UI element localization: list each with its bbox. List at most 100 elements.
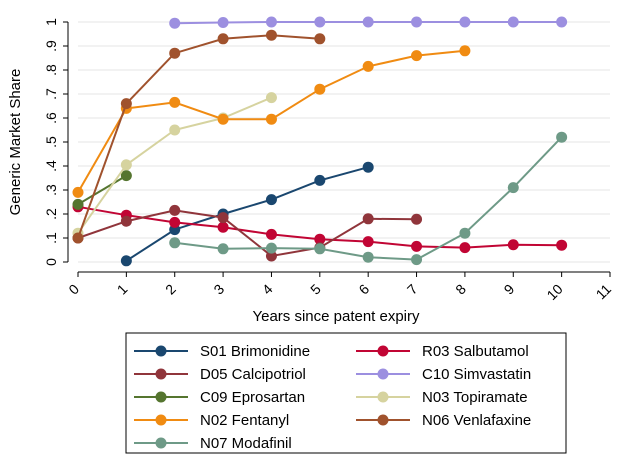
data-point [507,16,519,28]
data-point [120,170,132,182]
y-tick-label: 1 [43,18,59,26]
data-point [314,83,326,95]
legend: S01 Brimonidine R03 Salbutamol D05 Calcipo… [125,332,567,454]
data-point [120,255,132,267]
data-point [265,92,277,104]
data-point [120,159,132,171]
series-line [77,34,320,239]
data-point [72,232,84,244]
legend-label: R03 Salbutamol [422,343,529,360]
data-point [459,242,471,254]
legend-label: D05 Calcipotriol [200,366,306,383]
series-line [125,166,369,262]
y-tick-label: .6 [43,112,59,124]
y-tick-label: .5 [43,136,59,148]
legend-marker [377,368,389,380]
data-point [362,161,374,173]
legend-item: D05 Calcipotriol [134,366,306,383]
data-point [556,16,568,28]
x-tick-label: 3 [210,281,227,298]
data-point [217,113,229,125]
legend-marker [155,368,167,380]
data-point [411,254,423,266]
y-tick-label: .4 [43,160,59,172]
legend-marker [155,345,167,357]
legend-label: C10 Simvastatin [422,366,531,383]
x-tick-label: 8 [452,281,469,298]
data-point [265,29,277,41]
legend-label: N07 Modafinil [200,435,292,452]
data-point [120,98,132,110]
series-lines [72,16,568,267]
data-point [459,227,471,239]
plot-frame [67,22,610,273]
x-tick-label: 11 [593,281,615,303]
grid-lines [78,21,610,263]
y-tick-label: 0 [43,258,59,266]
data-point [120,215,132,227]
y-tick-label: .8 [43,64,59,76]
series-3 [169,16,568,29]
data-point [459,45,471,57]
data-point [265,242,277,254]
legend-item: N07 Modafinil [134,435,292,452]
x-axis-title: Years since patent expiry [252,308,420,325]
legend-marker [155,391,167,403]
data-point [362,236,374,248]
x-tick-label: 4 [259,281,276,298]
x-tick-label: 2 [162,281,179,298]
legend-item: C09 Eprosartan [134,389,305,406]
y-tick-label: .1 [43,232,59,244]
data-point [507,182,519,194]
legend-label: N02 Fentanyl [200,412,289,429]
series-4 [72,170,132,210]
data-point [169,237,181,249]
series-7 [72,29,326,244]
data-point [314,174,326,186]
y-axis-title: Generic Market Share [7,69,24,216]
x-tick-label: 6 [355,281,372,298]
data-point [169,17,181,29]
x-tick-label: 9 [501,281,518,298]
data-point [362,16,374,28]
legend-label: N06 Venlafaxine [422,412,531,429]
data-point [72,198,84,210]
data-point [459,16,471,28]
data-point [217,33,229,45]
x-tick-label: 5 [307,281,324,298]
data-point [411,50,423,62]
data-point [217,221,229,233]
data-point [265,228,277,240]
data-point [72,186,84,198]
legend-label: N03 Topiramate [422,389,528,406]
data-point [507,239,519,251]
legend-marker [155,437,167,449]
data-point [314,233,326,245]
data-point [362,60,374,72]
legend-box [125,332,567,454]
x-tick-label: 0 [65,281,82,298]
data-point [314,16,326,28]
x-axis: 0 1 2 3 4 5 6 7 8 9 10 11 [65,272,614,303]
data-point [362,213,374,225]
legend-marker [377,345,389,357]
legend-label: C09 Eprosartan [200,389,305,406]
legend-marker [377,391,389,403]
data-point [169,204,181,216]
data-point [411,213,423,225]
y-tick-label: .2 [43,208,59,220]
data-point [217,212,229,224]
series-1 [72,201,568,254]
series-6 [72,45,471,198]
series-line [77,209,417,258]
y-tick-label: .7 [43,88,59,100]
legend-item: N03 Topiramate [356,389,528,406]
x-tick-label: 10 [543,281,565,303]
data-point [169,216,181,228]
legend-item: S01 Brimonidine [134,343,310,360]
data-point [217,243,229,255]
data-point [411,240,423,252]
x-tick-label: 1 [114,281,131,298]
data-point [314,243,326,255]
